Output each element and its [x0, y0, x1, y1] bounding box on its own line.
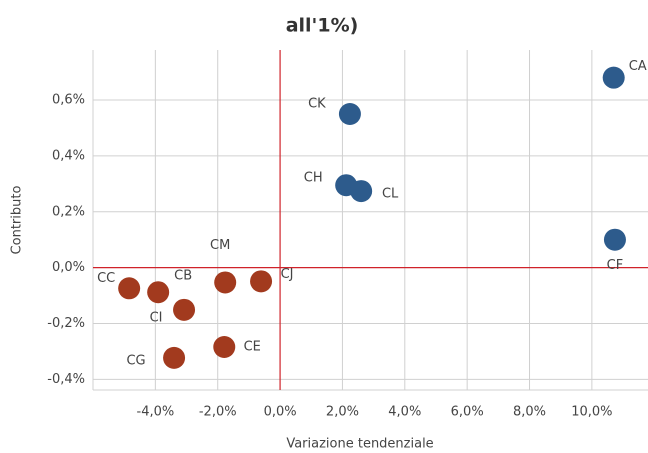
chart-title: all'1%)	[286, 15, 359, 37]
x-tick-label: -4,0%	[137, 405, 175, 420]
x-tick-label: -2,0%	[199, 405, 237, 420]
point	[147, 281, 170, 304]
point	[250, 270, 273, 293]
point-label: CA	[629, 59, 647, 74]
point	[173, 298, 196, 321]
y-tick-label: -0,4%	[47, 372, 85, 387]
point-label: CB	[174, 269, 192, 284]
y-tick-label: 0,4%	[52, 148, 85, 163]
point	[602, 66, 625, 89]
y-axis-label: Contributo	[10, 186, 25, 255]
x-tick-label: 6,0%	[451, 405, 484, 420]
y-tick-label: 0,6%	[52, 93, 85, 108]
point	[213, 335, 236, 358]
point-label: CI	[150, 310, 163, 325]
point-label: CJ	[281, 267, 294, 282]
y-tick-label: 0,2%	[52, 204, 85, 219]
y-tick-label: -0,2%	[47, 316, 85, 331]
point-label: CC	[97, 271, 115, 286]
x-tick-label: 2,0%	[326, 405, 359, 420]
point-label: CG	[126, 353, 145, 368]
point-label: CF	[607, 258, 624, 273]
point-label: CE	[244, 339, 261, 354]
y-tick-label: 0,0%	[52, 260, 85, 275]
point	[163, 346, 186, 369]
point	[118, 277, 141, 300]
x-tick-label: 4,0%	[388, 405, 421, 420]
point-label: CL	[382, 187, 399, 202]
point-label: CM	[210, 238, 230, 253]
x-tick-label: 8,0%	[513, 405, 546, 420]
point-label: CK	[308, 96, 326, 111]
point	[350, 180, 373, 203]
point	[338, 102, 361, 125]
x-axis-label: Variazione tendenziale	[286, 437, 433, 452]
point-label: CH	[304, 171, 323, 186]
point	[214, 271, 237, 294]
x-tick-label: 10,0%	[571, 405, 612, 420]
point	[603, 228, 626, 251]
x-tick-label: 0,0%	[264, 405, 297, 420]
